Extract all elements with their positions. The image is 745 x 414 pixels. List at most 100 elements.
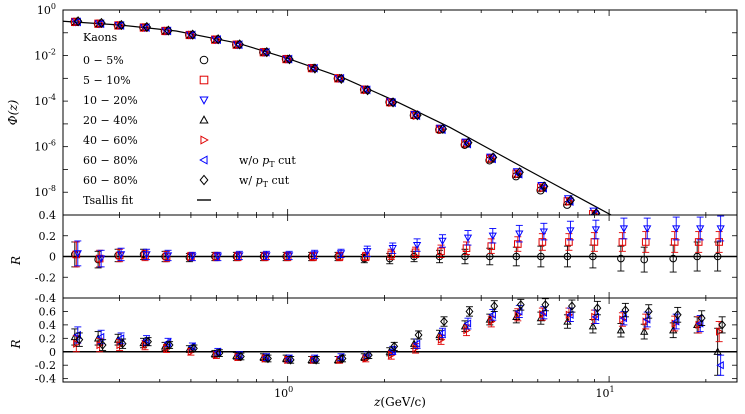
spectrum-panel: 100 10-2 10-4 10-6 10-8 Φ(z): [6, 2, 738, 278]
data-point: [616, 325, 626, 334]
data-point: [696, 225, 705, 233]
legend-marker: [199, 55, 209, 65]
y-tick-label: -0.4: [35, 292, 56, 305]
data-point: [116, 251, 126, 259]
data-point: [593, 303, 602, 313]
data-layer: [63, 298, 737, 376]
fit-line: [63, 20, 613, 215]
data-point: [215, 348, 224, 358]
data-point: [189, 343, 198, 354]
data-point: [717, 265, 724, 274]
data-point: [715, 238, 723, 246]
ratio-panel-2: 0.60.40.20-0.2-0.4 R 100 101 z(GeV/c): [9, 297, 738, 409]
legend-label: 0 − 5%: [83, 54, 124, 67]
data-point: [694, 238, 703, 246]
data-point: [588, 321, 598, 330]
data-point: [387, 250, 396, 259]
legend-label: 60 − 80%: [83, 174, 138, 187]
data-point: [412, 339, 421, 348]
ratio-panel-1: 0.4 0.2 0 -0.2 -0.4 R: [9, 209, 738, 305]
data-point: [309, 63, 318, 73]
data-point: [264, 353, 272, 364]
data-point: [412, 111, 421, 121]
y-tick-label: 0.4: [39, 209, 57, 222]
data-point: [642, 317, 651, 326]
data-point: [142, 21, 152, 33]
data-point: [617, 254, 625, 263]
data-point: [463, 234, 473, 243]
data-point: [144, 336, 153, 347]
data-point: [716, 225, 725, 233]
data-point: [390, 341, 399, 352]
y-tick-label: -0.2: [35, 271, 56, 284]
legend-label: 20 − 40%: [83, 114, 138, 127]
data-point: [284, 54, 293, 64]
data-point: [310, 63, 320, 74]
y-tick-label: 10-4: [34, 93, 56, 108]
data-point: [336, 250, 346, 258]
data-point: [539, 228, 549, 236]
data-point: [164, 25, 173, 36]
data-point: [718, 320, 727, 330]
data-point: [438, 123, 448, 135]
data-point: [212, 35, 221, 45]
data-point: [621, 305, 630, 315]
x-tick-label: 101: [596, 385, 615, 400]
legend-label: 5 − 10%: [83, 74, 131, 87]
data-point: [697, 313, 706, 323]
data-point: [461, 252, 469, 261]
data-point: [640, 255, 649, 264]
data-point: [235, 39, 244, 50]
data-point: [591, 226, 601, 234]
data-point: [539, 181, 549, 192]
data-point: [714, 271, 721, 278]
data-point: [539, 309, 547, 319]
data-point: [141, 23, 150, 32]
data-point: [363, 248, 372, 256]
data-point: [713, 252, 722, 261]
y-tick-label: 0.6: [39, 305, 57, 318]
y-axis-label: Φ(z): [6, 99, 20, 125]
data-point: [188, 253, 197, 261]
legend-marker: [199, 174, 209, 186]
legend-label: 60 − 80%: [83, 154, 138, 167]
data-point: [388, 97, 398, 108]
legend-label: 40 − 60%: [83, 134, 138, 147]
data-point: [463, 319, 472, 328]
data-point: [670, 238, 679, 246]
data-point: [673, 310, 682, 320]
data-point: [566, 195, 575, 206]
data-point: [411, 248, 420, 257]
data-point: [388, 350, 396, 360]
legend-marker: [199, 96, 209, 105]
data-point: [141, 340, 150, 350]
data-point: [538, 238, 547, 246]
plot-frame: [62, 9, 738, 216]
data-point: [695, 320, 704, 330]
data-point: [285, 54, 294, 65]
data-point: [73, 339, 81, 348]
legend-title: Kaons: [83, 31, 117, 44]
y-tick-label: 10-6: [34, 139, 56, 154]
data-point: [537, 252, 545, 261]
data-point: [567, 301, 576, 311]
data-point: [364, 350, 373, 360]
data-point: [565, 238, 573, 246]
y-axis-label: R: [9, 256, 23, 266]
y-tick-label: 0.4: [39, 319, 57, 332]
data-point: [512, 252, 521, 261]
data-point: [716, 361, 724, 370]
data-layer: [63, 16, 724, 278]
data-point: [234, 40, 243, 50]
data-point: [672, 225, 681, 233]
data-point: [117, 19, 126, 31]
data-point: [488, 310, 496, 319]
data-point: [163, 252, 173, 260]
data-point: [488, 152, 498, 163]
data-point: [589, 252, 597, 261]
y-tick-label: -0.2: [35, 359, 56, 372]
y-tick-label: 10-8: [34, 184, 56, 199]
data-point: [187, 30, 196, 40]
data-point: [669, 254, 678, 263]
